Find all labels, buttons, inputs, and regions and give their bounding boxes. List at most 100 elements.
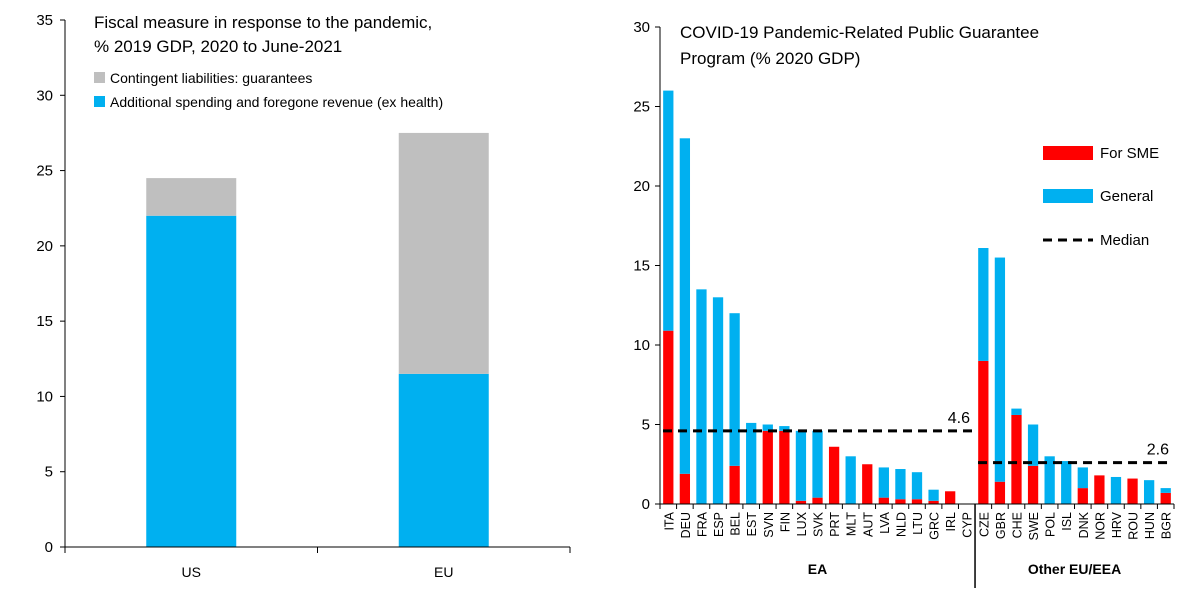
right-bar-swe-sme: [1027, 465, 1039, 504]
right-x-tick-label: MLT: [845, 512, 859, 536]
left-chart-title-line-2: % 2019 GDP, 2020 to June-2021: [94, 37, 342, 56]
right-x-tick-label: EST: [745, 512, 759, 537]
right-x-tick-label: GRC: [928, 512, 942, 540]
median-label-ea: 4.6: [948, 410, 970, 427]
right-bar-fin-general: [779, 426, 790, 431]
group-label-other: Other EU/EEA: [1028, 561, 1121, 577]
right-bar-esp-general: [712, 297, 724, 504]
left-bar-eu-guarantees: [398, 132, 489, 374]
right-x-axis: ITA DEU FRA ESP BEL EST SVN FIN LUX SVK PRT MLT AUT L…: [659, 503, 1175, 588]
right-x-tick-label: SVN: [762, 512, 776, 538]
right-y-tick-label: 15: [633, 258, 650, 275]
left-x-tick-label: US: [182, 564, 201, 580]
right-bar-aut-sme: [862, 464, 873, 504]
right-bar-pol-general: [1044, 456, 1055, 504]
legend-label-general: General: [1100, 188, 1153, 205]
right-bar-mlt-general: [845, 456, 856, 504]
right-x-tick-label: FRA: [695, 511, 709, 537]
right-y-tick-label: 10: [633, 337, 650, 354]
left-legend-label-spending: Additional spending and foregone revenue…: [110, 94, 443, 110]
right-bar-ita-sme: [663, 330, 674, 504]
right-x-tick-label: DNK: [1077, 511, 1091, 538]
left-x-tick-label: EU: [434, 564, 453, 580]
right-chart-title-line-1: COVID-19 Pandemic-Related Public Guarant…: [680, 23, 1039, 42]
right-bar-isl-general: [1061, 461, 1072, 504]
right-x-tick-label: BGR: [1160, 512, 1174, 539]
right-x-tick-label: SWE: [1027, 512, 1041, 540]
median-label-other: 2.6: [1147, 442, 1169, 459]
right-x-tick-label: GBR: [994, 512, 1008, 539]
right-bar-lva-general: [878, 467, 889, 498]
right-bars: [663, 90, 1171, 504]
right-bar-svk-sme: [812, 497, 823, 504]
right-x-tick-label: NLD: [894, 512, 908, 537]
right-x-tick-label: ITA: [662, 511, 676, 530]
right-x-tick-label: CZE: [977, 512, 991, 537]
right-bar-rou-sme: [1127, 478, 1138, 504]
right-x-tick-label: FIN: [778, 512, 792, 532]
left-chart: Fiscal measure in response to the pandem…: [36, 12, 571, 580]
right-bar-bgr-sme: [1160, 492, 1171, 504]
legend-swatch-for-sme: [1043, 146, 1093, 160]
left-legend-swatch-guarantees: [94, 72, 105, 83]
right-bar-dnk-sme: [1077, 488, 1088, 504]
right-bar-hun-general: [1143, 480, 1155, 504]
left-legend-swatch-spending: [94, 96, 105, 107]
right-x-tick-label: ISL: [1060, 512, 1074, 531]
right-median-lines: 4.6 2.6: [663, 410, 1171, 465]
right-bar-bel-general: [729, 313, 740, 466]
right-bar-hrv-general: [1110, 476, 1122, 504]
right-bar-cze-sme: [978, 360, 989, 504]
right-x-tick-label: PRT: [828, 512, 842, 537]
legend-swatch-general: [1043, 189, 1093, 203]
left-bars: [146, 132, 489, 547]
left-legend-label-guarantees: Contingent liabilities: guarantees: [110, 70, 312, 86]
right-bar-nld-sme: [895, 499, 906, 504]
group-label-ea: EA: [808, 561, 827, 577]
left-y-tick-label: 30: [36, 87, 53, 104]
right-bar-dnk-general: [1077, 467, 1088, 489]
right-x-tick-label: CYP: [961, 512, 975, 538]
right-bar-bgr-general: [1160, 488, 1171, 493]
left-x-axis: US EU: [64, 546, 571, 580]
left-chart-title-line-1: Fiscal measure in response to the pandem…: [94, 13, 432, 32]
right-bar-fra-general: [696, 289, 707, 504]
right-bar-cze-general: [978, 248, 989, 361]
left-y-tick-label: 10: [36, 388, 53, 405]
right-bar-che-sme: [1011, 414, 1022, 504]
right-bar-gbr-general: [994, 257, 1006, 482]
right-x-tick-label: CHE: [1010, 512, 1024, 538]
right-bar-grc-general: [928, 489, 939, 501]
right-legend: For SME General Median: [1043, 145, 1159, 249]
left-y-tick-label: 35: [36, 12, 53, 29]
right-bar-svk-general: [812, 430, 823, 498]
right-x-tick-label: AUT: [861, 512, 875, 537]
right-x-tick-label: BEL: [729, 512, 743, 536]
right-bar-lva-sme: [878, 497, 889, 504]
right-bar-nld-general: [895, 469, 906, 500]
right-bar-deu-sme: [679, 473, 691, 504]
right-bar-grc-sme: [928, 500, 939, 504]
legend-label-for-sme: For SME: [1100, 145, 1159, 162]
right-x-tick-label: SVK: [812, 511, 826, 537]
left-bar-us-guarantees: [146, 178, 237, 216]
right-y-tick-label: 0: [642, 496, 650, 513]
right-bar-lux-general: [795, 430, 807, 501]
right-y-axis: 0 5 10 15 20 25 30: [633, 19, 661, 513]
right-y-tick-label: 30: [633, 19, 650, 36]
right-y-tick-label: 25: [633, 99, 650, 116]
right-bar-lux-sme: [795, 500, 807, 504]
left-y-tick-label: 20: [36, 238, 53, 255]
left-y-tick-label: 25: [36, 163, 53, 180]
right-bar-swe-general: [1027, 424, 1039, 466]
right-x-tick-label: NOR: [1093, 512, 1107, 540]
right-bar-fin-sme: [779, 430, 790, 504]
right-x-tick-label: ROU: [1127, 512, 1141, 540]
right-bar-prt-sme: [828, 446, 840, 504]
left-bar-eu-spending: [398, 373, 489, 547]
right-chart-title-line-2: Program (% 2020 GDP): [680, 49, 860, 68]
right-y-tick-label: 5: [642, 417, 650, 434]
right-bar-gbr-sme: [994, 481, 1006, 504]
